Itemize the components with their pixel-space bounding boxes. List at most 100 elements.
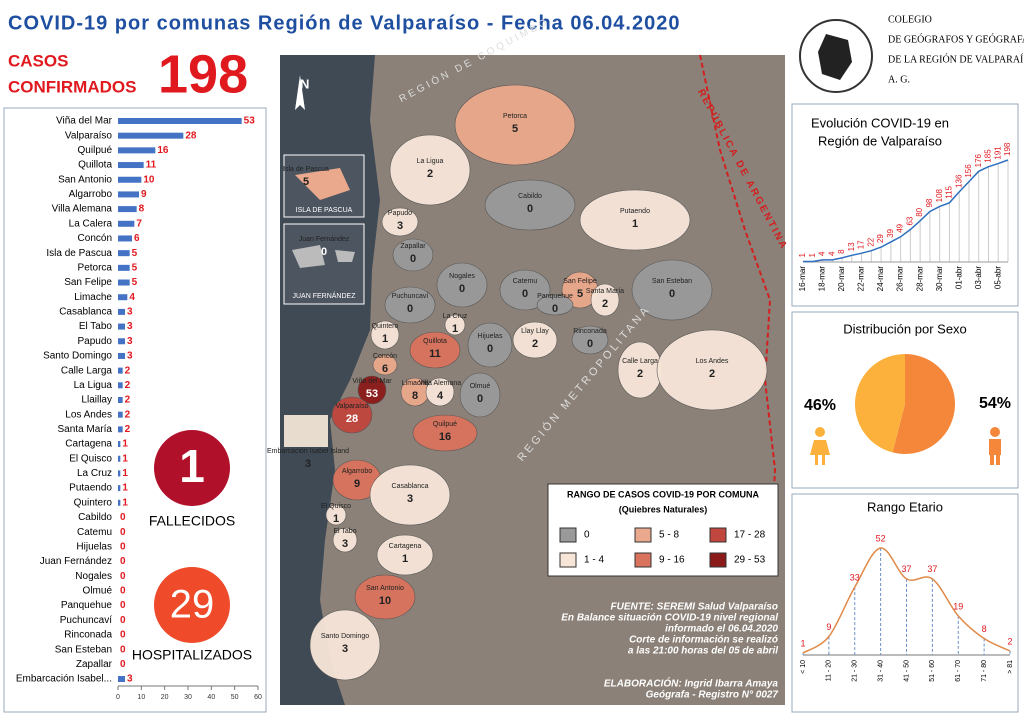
x-tick-label: 21 - 30 [852, 660, 859, 682]
value-label: 37 [927, 564, 937, 574]
deaths-count: 1 [179, 440, 205, 492]
value-label: 6 [134, 233, 140, 244]
comuna-name: Catemu [513, 278, 538, 285]
comuna-area [425, 377, 455, 407]
value-label: 176 [974, 153, 983, 167]
value-label: 1 [798, 252, 807, 257]
comuna-value: 11 [429, 348, 441, 360]
category-label: Puchuncaví [60, 615, 112, 626]
comuna-name: Quillota [423, 338, 447, 345]
value-label: 0 [120, 556, 126, 567]
comuna-name: Juan Fernández [299, 236, 350, 243]
comuna-area [656, 329, 768, 411]
comuna-name: Santo Domingo [321, 633, 369, 640]
bar [118, 206, 137, 213]
value-label: 2 [125, 365, 131, 376]
comuna-value: 1 [452, 323, 458, 335]
comuna-value: 3 [305, 458, 311, 470]
source-line: a las 21:00 horas del 05 de abril [628, 646, 778, 657]
value-label: 49 [896, 223, 905, 232]
comuna-value: 1 [333, 513, 339, 525]
value-label: 16 [157, 145, 169, 156]
comuna-area [370, 320, 400, 350]
category-label: San Felipe [64, 277, 112, 288]
bar [118, 397, 123, 403]
comuna-name: Limache [402, 380, 429, 387]
bar [118, 191, 139, 198]
category-label: Olmué [83, 586, 113, 597]
north-arrow [295, 75, 305, 110]
x-tick-label: 51 - 60 [929, 660, 936, 682]
category-label: La Ligua [74, 380, 113, 391]
comuna-name: Quintero [372, 323, 399, 330]
chart-title: Rango Etario [867, 499, 943, 514]
value-label: 98 [925, 198, 934, 207]
bar [118, 176, 142, 183]
north-label: N [300, 76, 309, 91]
bar [118, 382, 123, 389]
pie-label: 46% [804, 397, 836, 414]
value-label: 0 [120, 571, 126, 582]
x-tick-label: > 81 [1007, 660, 1014, 674]
legend-swatch [559, 552, 577, 568]
comuna-area [372, 354, 398, 376]
x-tick-label: 71 - 80 [981, 660, 988, 682]
comuna-name: Papudo [388, 210, 412, 217]
comuna-name: Puchuncaví [392, 293, 429, 300]
value-label: 3 [127, 351, 133, 362]
x-tick-label: 01-abr [954, 266, 963, 289]
value-label: 33 [850, 572, 860, 582]
bar [118, 294, 128, 301]
value-label: 5 [132, 248, 138, 259]
comuna-area [389, 134, 471, 206]
bar [118, 147, 156, 154]
line [802, 547, 1011, 654]
bar [118, 162, 144, 169]
ship-icon [284, 415, 328, 447]
category-label: La Cruz [77, 468, 112, 479]
category-label: San Esteban [55, 644, 112, 655]
category-label: Villa Alemana [52, 204, 113, 215]
comuna-name: Embarcación Isabel Island [267, 448, 349, 455]
value-label: 2 [125, 409, 131, 420]
value-label: 8 [837, 249, 846, 254]
legend-subtitle: (Quiebres Naturales) [619, 504, 708, 514]
category-label: Cabildo [78, 512, 112, 523]
comuna-value: 0 [552, 303, 558, 315]
comuna-value: 10 [379, 595, 391, 607]
deaths-label: FALLECIDOS [149, 513, 235, 529]
x-tick-label: 10 [137, 694, 145, 701]
source-line: Geógrafa - Registro N° 0027 [646, 690, 779, 701]
legend-label: 9 - 16 [659, 555, 685, 566]
comuna-value: 4 [437, 390, 444, 402]
value-label: 1 [122, 483, 128, 494]
category-label: San Antonio [58, 174, 112, 185]
category-label: Quillota [78, 160, 112, 171]
comuna-area [454, 84, 576, 166]
value-label: 0 [120, 630, 126, 641]
value-label: 4 [818, 251, 827, 256]
source-line: ELABORACIÓN: Ingrid Ibarra Amaya [604, 677, 779, 690]
x-tick-label: 20-mar [837, 266, 846, 292]
inset-island [292, 245, 355, 268]
comuna-value: 1 [632, 218, 638, 230]
x-tick-label: 50 [231, 694, 239, 701]
comuna-area [412, 414, 478, 452]
pie-slice [892, 354, 955, 454]
bar [118, 220, 135, 227]
value-label: 108 [935, 188, 944, 202]
category-label: Limache [74, 292, 112, 303]
x-tick-label: 40 [207, 694, 215, 701]
bar [118, 499, 121, 506]
comuna-name: Putaendo [620, 208, 650, 215]
value-label: 5 [132, 277, 138, 288]
bar [118, 308, 125, 315]
value-label: 4 [129, 292, 135, 303]
category-label: Zapallar [76, 659, 113, 670]
category-label: El Quisco [69, 453, 112, 464]
bar [118, 264, 130, 271]
bar [118, 455, 121, 462]
value-label: 10 [143, 174, 155, 185]
logo-text: DE LA REGIÓN DE VALPARAÍSO [888, 53, 1024, 65]
bar [118, 470, 121, 477]
